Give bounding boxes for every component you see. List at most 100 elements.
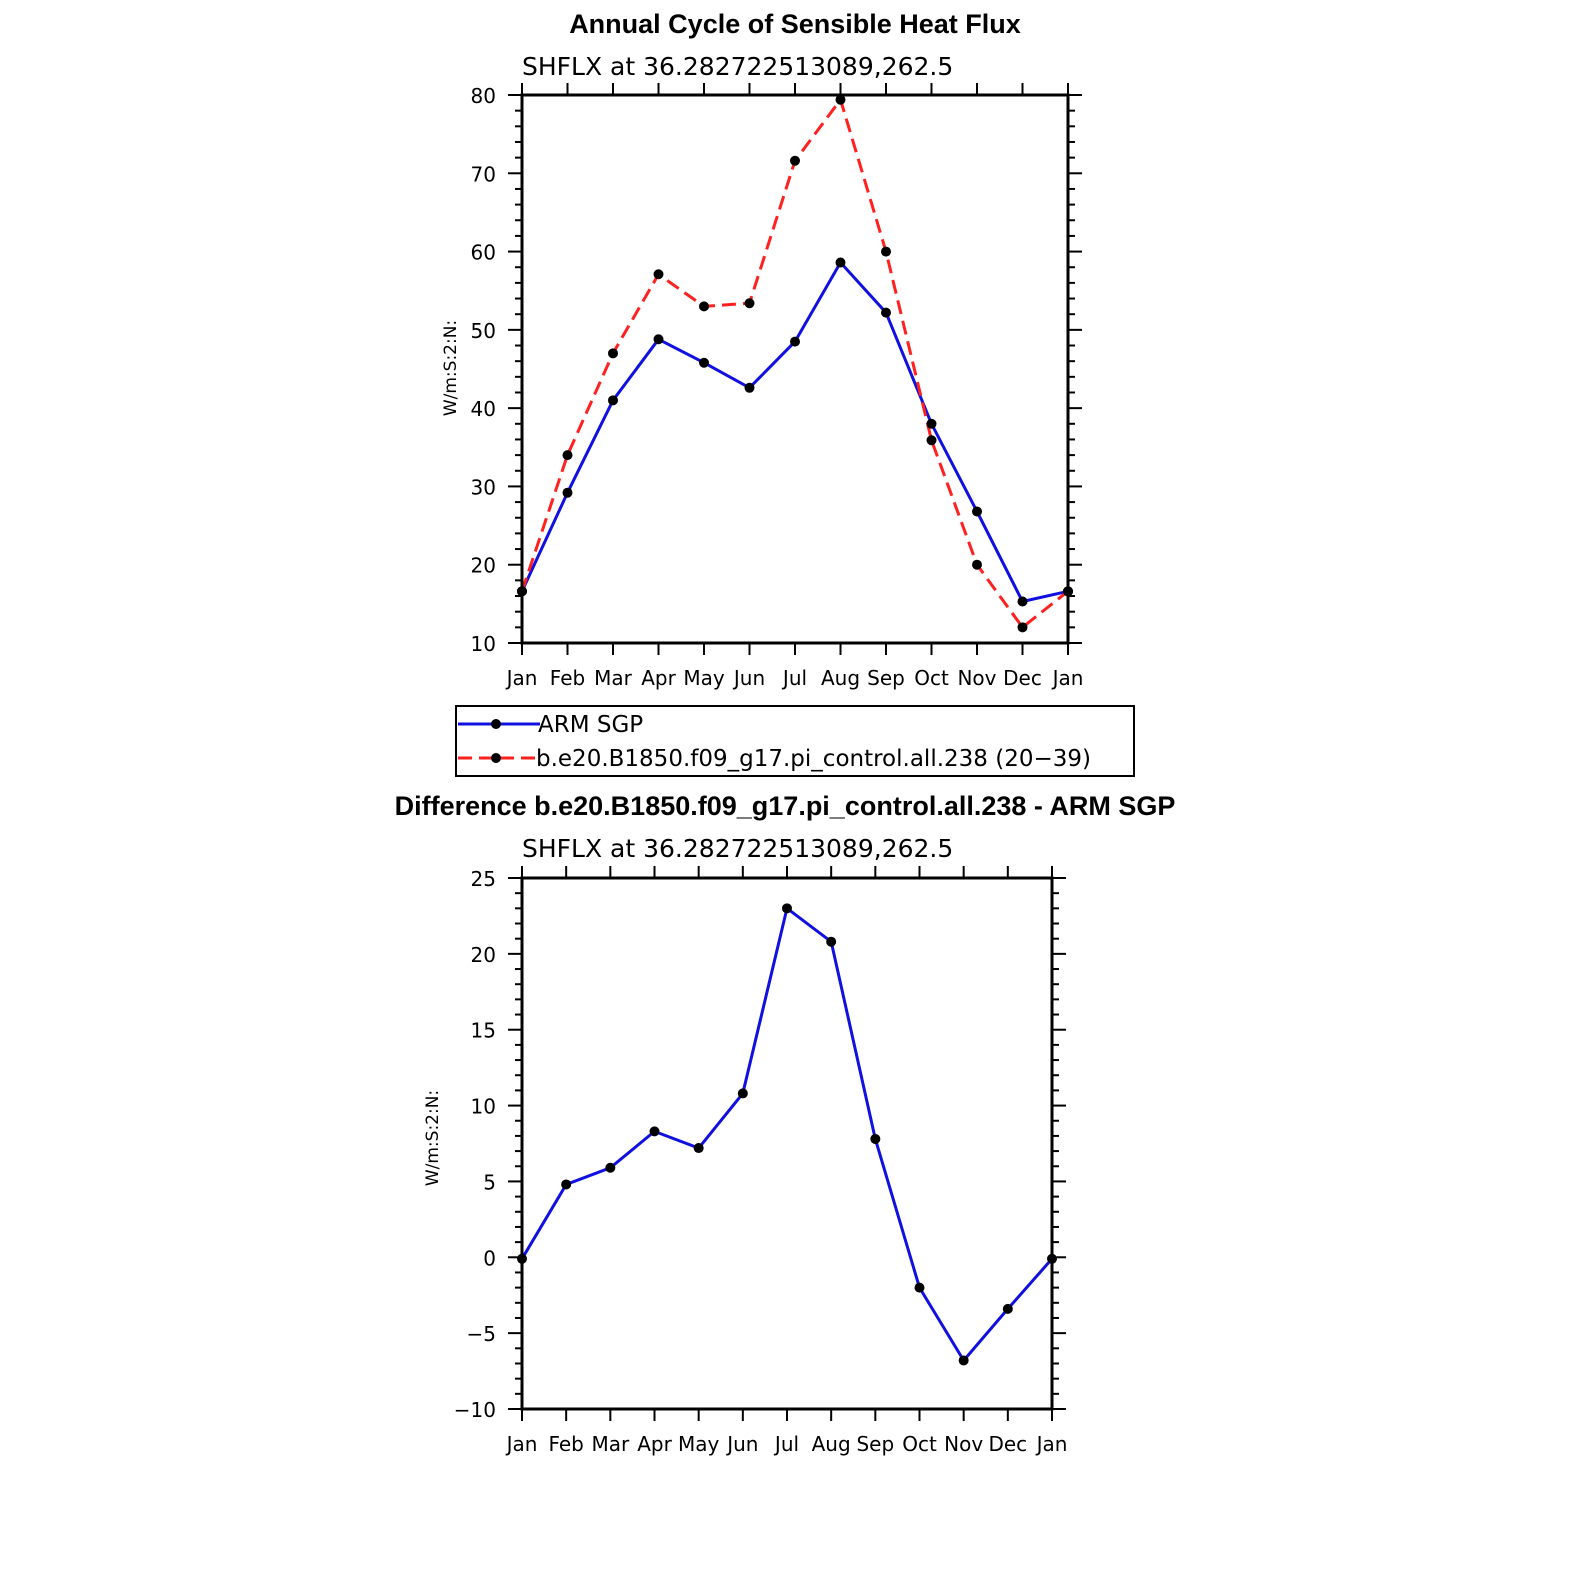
y-tick-label: 10 [471,1095,496,1119]
x-tick-label: Jan [1035,1432,1068,1456]
x-tick-label: Jun [725,1432,758,1456]
y-tick-label: 20 [471,943,496,967]
data-point [782,903,792,914]
data-point [958,1355,969,1366]
y-tick-label: 0 [483,1246,496,1270]
data-point [1017,596,1028,607]
plot-frame [520,93,1070,645]
data-point [649,1126,660,1137]
y-axis-label: W/m:S:2:N: [441,320,461,416]
data-point [914,1282,925,1293]
data-point [870,1133,881,1144]
x-tick-label: Nov [957,666,996,690]
y-tick-label: 50 [471,319,496,343]
ticks-layer: Jan Feb Mar Apr May Jun Jul Aug Sep Oct Nov Dec Jan−… [454,866,1068,1456]
x-tick-label: May [683,666,725,690]
x-tick-label: Oct [902,1432,937,1456]
y-tick-label: 5 [483,1170,496,1194]
series-line [520,96,1069,630]
x-tick-label: Aug [821,666,860,690]
data-point [608,395,618,406]
data-point [790,336,800,347]
data-point [608,348,618,359]
data-point [1002,1303,1013,1314]
plot-frame [520,876,1054,1411]
legend-marker [491,753,501,763]
y-tick-label: 70 [471,162,496,186]
series-layer [517,94,1073,633]
series-layer [517,903,1057,1366]
x-tick-label: Oct [914,666,949,690]
x-tick-label: Jun [732,666,765,690]
chart-difference: Difference b.e20.B1850.f09_g17.pi_contro… [395,791,1176,1456]
legend-box [455,705,1135,777]
data-point [826,936,837,947]
y-tick-label: 15 [471,1019,496,1043]
legend: ARM SGP b.e20.B1850.f09_g17.pi_control.a… [455,705,1135,777]
x-tick-label: Aug [812,1432,851,1456]
chart-title: Difference b.e20.B1850.f09_g17.pi_contro… [395,791,1176,821]
data-point [835,257,846,268]
y-tick-label: 80 [471,84,496,108]
y-tick-label: 25 [471,867,496,891]
chart-title: Annual Cycle of Sensible Heat Flux [569,9,1021,39]
x-tick-label: Jan [1051,666,1084,690]
data-point [562,487,573,498]
legend-label: b.e20.B1850.f09_g17.pi_control.all.238 (… [536,746,1091,772]
data-point [881,307,891,318]
data-point [972,559,982,570]
x-tick-label: Dec [1003,666,1042,690]
data-point [926,435,937,446]
x-tick-label: Nov [944,1432,983,1456]
data-point [699,301,709,312]
x-tick-label: Apr [641,666,676,690]
data-point [744,382,755,393]
data-point [605,1162,616,1173]
x-tick-label: Feb [548,1432,583,1456]
series-line [520,905,1054,1364]
x-tick-label: Mar [591,1432,630,1456]
data-point [699,357,709,368]
legend-label: ARM SGP [538,712,643,738]
data-point [693,1143,704,1154]
data-point [653,334,664,345]
x-tick-label: May [678,1432,720,1456]
data-point [926,418,937,429]
x-tick-label: Mar [594,666,633,690]
x-tick-label: Apr [637,1432,672,1456]
y-tick-label: 10 [471,632,496,656]
chart-subtitle: SHFLX at 36.282722513089,262.5 [522,52,953,81]
y-tick-label: 40 [471,397,496,421]
data-point [972,506,982,517]
y-tick-label: 20 [471,554,496,578]
y-tick-label: −5 [467,1322,496,1346]
x-tick-label: Jul [781,666,807,690]
data-point [790,155,800,166]
data-point [835,94,846,105]
y-tick-label: −10 [454,1398,496,1422]
x-tick-label: Jan [505,1432,538,1456]
x-tick-label: Sep [856,1432,894,1456]
data-point [561,1179,572,1190]
data-point [1017,622,1028,633]
x-tick-label: Jul [773,1432,799,1456]
y-tick-label: 60 [471,241,496,265]
chart-annual-cycle: Annual Cycle of Sensible Heat Flux SHFLX… [441,9,1083,690]
x-tick-label: Sep [867,666,905,690]
data-point [653,269,664,280]
series-line [520,259,1069,604]
data-point [881,246,891,257]
y-tick-label: 30 [471,475,496,499]
y-axis-label: W/m:S:2:N: [423,1090,443,1186]
data-point [744,298,755,309]
legend-item-arm-sgp: ARM SGP [458,712,643,738]
x-tick-label: Dec [988,1432,1027,1456]
data-point [737,1088,748,1099]
ticks-layer: Jan Feb Mar Apr May Jun Jul Aug Sep Oct Nov Dec Jan 1… [471,83,1084,690]
legend-marker [491,719,501,729]
x-tick-label: Feb [550,666,585,690]
chart-subtitle: SHFLX at 36.282722513089,262.5 [522,834,953,863]
data-point [562,450,573,461]
legend-item-model: b.e20.B1850.f09_g17.pi_control.all.238 (… [458,746,1091,772]
